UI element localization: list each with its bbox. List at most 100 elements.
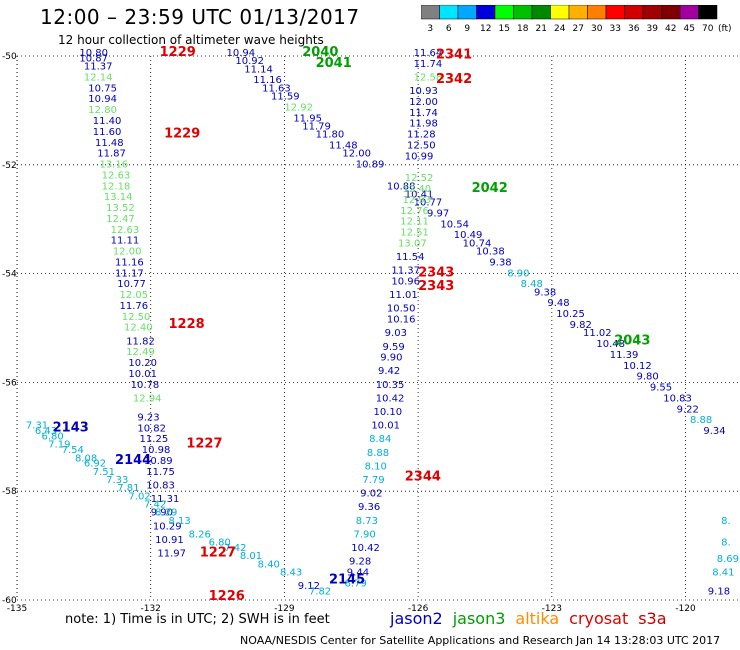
wave-height-value: 11.63 (262, 83, 291, 94)
wave-height-value: 12.76 (400, 206, 429, 217)
footer-note: note: 1) Time is in UTC; 2) SWH is in fe… (65, 612, 330, 627)
wave-height-value: 7.42 (224, 543, 246, 554)
wave-height-value: 12.63 (102, 170, 131, 181)
wave-height-value: 8.10 (365, 461, 387, 472)
pass-number-label: 2043 (614, 333, 650, 348)
wave-height-value: 12.50 (407, 140, 436, 151)
legend-jason3: jason3 (452, 609, 506, 628)
wave-height-value: 11.37 (84, 62, 113, 73)
colorbar-label: 45 (684, 24, 695, 34)
wave-height-value: 10.49 (454, 230, 483, 241)
wave-height-value: 9.22 (677, 404, 699, 415)
wave-height-value: 11.60 (93, 127, 122, 138)
wave-height-value: 9.82 (570, 320, 592, 331)
wave-height-value: 9.18 (708, 587, 730, 598)
wave-height-value: 11.02 (583, 328, 612, 339)
wave-height-value: 12.11 (400, 217, 429, 228)
wave-height-value: 12.05 (120, 290, 149, 301)
wave-height-value: 7.54 (62, 445, 84, 456)
lat-tick-label: -60 (2, 596, 17, 606)
wave-height-value: 10.25 (556, 309, 585, 320)
wave-height-value: 10.35 (376, 380, 405, 391)
credit-line: NOAA/NESDIS Center for Satellite Applica… (240, 634, 574, 647)
wave-height-value: 8. (721, 516, 731, 527)
lon-tick-label: -132 (140, 604, 160, 614)
wave-height-value: 11.80 (316, 130, 345, 141)
wave-height-value: 10.12 (623, 361, 652, 372)
wave-height-value: 8.73 (356, 516, 378, 527)
wave-height-value: 10.20 (128, 358, 157, 369)
wave-height-value: 8.48 (521, 279, 543, 290)
wave-height-value: 7.90 (353, 529, 375, 540)
wave-height-value: 9.55 (650, 383, 672, 394)
colorbar-label: 42 (665, 24, 676, 34)
wave-height-value: 10.96 (391, 276, 420, 287)
wave-height-value: 10.89 (356, 160, 385, 171)
wave-height-value: 9.90 (151, 508, 173, 519)
wave-height-value: 10.50 (387, 304, 416, 315)
wave-height-value: 12.93 (403, 195, 432, 206)
wave-height-value: 10.82 (137, 423, 166, 434)
wave-height-value: 12.00 (113, 247, 142, 258)
colorbar-label: 12 (480, 24, 491, 34)
wave-height-value: 10.54 (440, 219, 469, 230)
wave-height-value: 9.23 (137, 412, 159, 423)
wave-height-value: 10.42 (376, 393, 405, 404)
wave-height-value: 12.49 (126, 347, 155, 358)
colorbar-label: 27 (573, 24, 584, 34)
wave-height-value: 12.51 (400, 228, 429, 239)
pass-number-label: 2344 (405, 469, 441, 484)
wave-height-value: 12.14 (84, 72, 113, 83)
wave-height-value: 11.48 (329, 140, 358, 151)
wave-height-value: 10.98 (142, 445, 171, 456)
pass-number-label: 2342 (436, 72, 472, 87)
wave-height-value: 10.42 (351, 543, 380, 554)
wave-height-value: 10.29 (153, 521, 182, 532)
lon-tick-label: -126 (408, 604, 429, 614)
colorbar-label: 15 (499, 24, 510, 34)
legend-s3a: s3a (638, 609, 667, 628)
colorbar-label: 36 (628, 24, 640, 34)
wave-height-value: 11.14 (244, 64, 273, 75)
lon-tick-label: -129 (274, 604, 295, 614)
wave-height-value: 13.07 (398, 238, 427, 249)
wave-height-value: 12.47 (106, 214, 135, 225)
lat-tick-label: -50 (2, 52, 17, 62)
pass-number-label: 2145 (329, 573, 365, 588)
wave-height-value: 11.39 (610, 350, 639, 361)
wave-height-value: 6.43 (35, 426, 57, 437)
wave-height-value: 8.41 (712, 568, 734, 579)
wave-height-value: 12.94 (133, 393, 162, 404)
colorbar-label: 18 (517, 24, 529, 34)
pass-number-label: 1227 (186, 437, 222, 452)
wave-height-value: 10.83 (663, 393, 692, 404)
wave-height-value: 8.08 (75, 453, 97, 464)
track-2040: 10.9410.9211.1411.1611.6311.5912.9211.95… (226, 48, 725, 437)
wave-height-value: 11.25 (140, 434, 169, 445)
page-subtitle: 12 hour collection of altimeter wave hei… (58, 33, 324, 47)
wave-height-value: 10.01 (371, 421, 400, 432)
wave-height-value: 7.81 (117, 483, 139, 494)
colorbar-label: 39 (647, 24, 659, 34)
wave-height-value: 8.88 (690, 415, 712, 426)
wave-height-value: 10.01 (128, 369, 157, 380)
wave-height-value: 10.94 (226, 48, 255, 59)
wave-height-value: 11.37 (391, 266, 420, 277)
pass-number-label: 1229 (164, 127, 200, 142)
wave-height-value: 10.77 (414, 198, 443, 209)
lon-tick-label: -123 (542, 604, 562, 614)
wave-height-value: 12.40 (403, 184, 432, 195)
wave-height-value: 6.80 (42, 432, 64, 443)
wave-height-value: 13.16 (99, 160, 128, 171)
wave-height-value: 9.90 (380, 353, 402, 364)
wave-height-value: 11.17 (115, 268, 144, 279)
wave-height-value: 12.63 (111, 225, 140, 236)
wave-height-value: 8.40 (258, 559, 280, 570)
wave-height-value: 8.88 (367, 448, 389, 459)
wave-height-value: 12.80 (88, 105, 117, 116)
colorbar-label: 70 (702, 24, 714, 34)
wave-height-value: 11.74 (414, 59, 443, 70)
colorbar-label: 24 (554, 24, 566, 34)
wave-height-value: 10.83 (146, 480, 175, 491)
satellite-legend: jason2 jason3 altika cryosat s3a (390, 609, 677, 628)
